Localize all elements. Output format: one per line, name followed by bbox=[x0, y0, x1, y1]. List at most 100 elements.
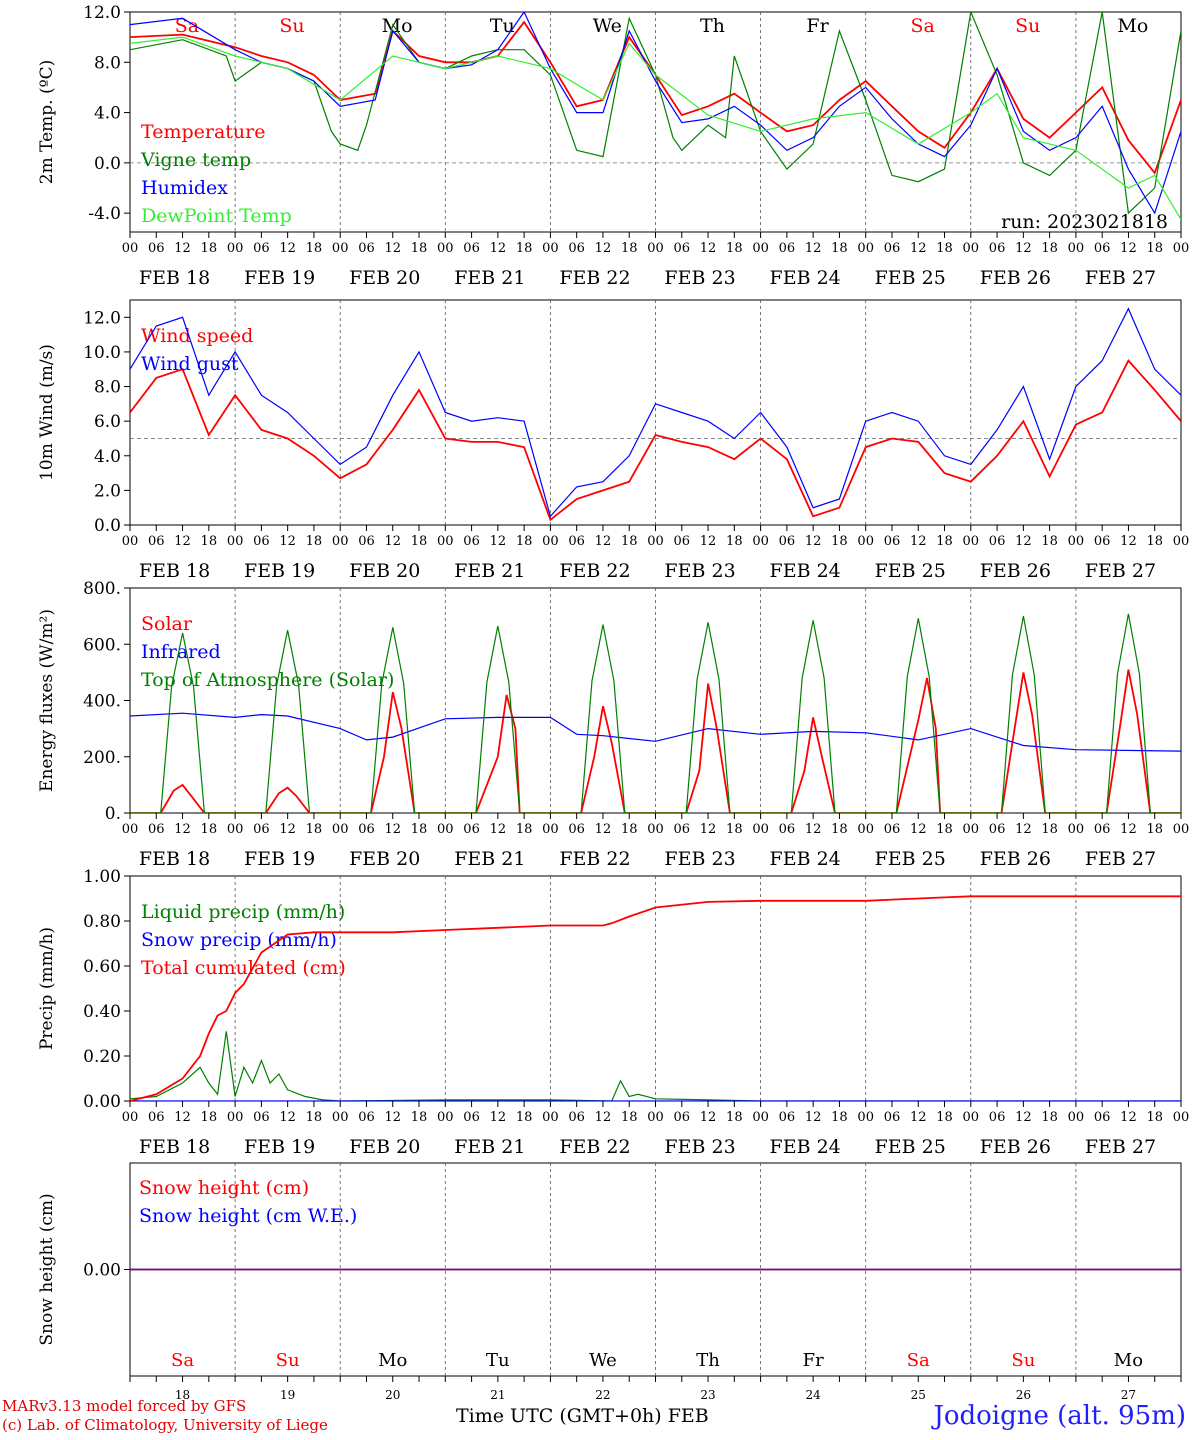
legend-entry: Snow height (cm) bbox=[139, 1177, 309, 1199]
weekday-label: Su bbox=[1011, 1350, 1035, 1371]
hour-tick-label: 18 bbox=[1146, 241, 1163, 256]
hour-tick-label: 18 bbox=[621, 534, 638, 549]
panel-5: 0.00 Snow height (cm) Sa 18 Su 19 Mo 20 Tu 21 We 22… bbox=[37, 1162, 1182, 1402]
hour-tick-label: 00 bbox=[542, 822, 559, 837]
hour-tick-label: 12 bbox=[279, 822, 296, 837]
hour-tick-label: 12 bbox=[595, 241, 612, 256]
hour-tick-label: 12 bbox=[595, 1110, 612, 1125]
hour-tick-label: 12 bbox=[384, 534, 401, 549]
date-label: FEB 26 bbox=[980, 560, 1051, 582]
legend-entry: DewPoint Temp bbox=[141, 205, 292, 227]
hour-tick-label: 18 bbox=[621, 822, 638, 837]
hour-tick-label: 12 bbox=[490, 1110, 507, 1125]
hour-tick-label: 12 bbox=[384, 1110, 401, 1125]
hour-tick-label: 06 bbox=[1094, 822, 1111, 837]
day-number-label: 25 bbox=[911, 1388, 926, 1402]
weekday-label: Su bbox=[276, 1350, 300, 1371]
hour-tick-label: 18 bbox=[516, 534, 533, 549]
date-label: FEB 18 bbox=[139, 560, 210, 582]
hour-tick-label: 00 bbox=[963, 822, 980, 837]
date-label: FEB 22 bbox=[559, 1136, 630, 1158]
hour-tick-label: 12 bbox=[1015, 822, 1032, 837]
hour-tick-label: 18 bbox=[411, 241, 428, 256]
legend-entry: Wind gust bbox=[141, 353, 239, 375]
hour-tick-label: 18 bbox=[726, 241, 743, 256]
hour-tick-label: 18 bbox=[936, 822, 953, 837]
weekday-label: Fr bbox=[806, 15, 829, 37]
hour-tick-label: 18 bbox=[831, 241, 848, 256]
hour-tick-label: 12 bbox=[1120, 534, 1137, 549]
hour-tick-label: 00 bbox=[227, 241, 244, 256]
series-line-3 bbox=[130, 895, 1181, 1101]
hour-tick-label: 06 bbox=[148, 534, 165, 549]
series-line-3 bbox=[130, 613, 1181, 813]
hour-tick-label: 06 bbox=[358, 822, 375, 837]
hour-tick-label: 06 bbox=[148, 241, 165, 256]
hour-tick-label: 06 bbox=[253, 1110, 270, 1125]
hour-tick-label: 00 bbox=[227, 1110, 244, 1125]
day-number-label: 22 bbox=[595, 1388, 610, 1402]
date-label: FEB 26 bbox=[980, 267, 1051, 289]
hour-tick-label: 18 bbox=[1041, 241, 1058, 256]
date-label: FEB 27 bbox=[1085, 1136, 1156, 1158]
series-line-2 bbox=[130, 712, 1181, 752]
hour-tick-label: 00 bbox=[1173, 534, 1190, 549]
weekday-label: Fr bbox=[803, 1350, 824, 1371]
weekday-label: Mo bbox=[382, 15, 413, 37]
hour-tick-label: 12 bbox=[910, 534, 927, 549]
hour-tick-label: 06 bbox=[674, 241, 691, 256]
hour-tick-label: 06 bbox=[568, 1110, 585, 1125]
date-label: FEB 19 bbox=[244, 267, 315, 289]
date-label: FEB 19 bbox=[244, 1136, 315, 1158]
hour-tick-label: 00 bbox=[857, 534, 874, 549]
hour-tick-label: 06 bbox=[568, 822, 585, 837]
hour-tick-label: 06 bbox=[674, 822, 691, 837]
hour-tick-label: 00 bbox=[332, 241, 349, 256]
y-tick-label: 12.0 bbox=[83, 3, 121, 23]
date-label: FEB 22 bbox=[559, 560, 630, 582]
date-label: FEB 25 bbox=[875, 848, 946, 870]
series-line-1 bbox=[130, 359, 1181, 522]
legend-entry: Wind speed bbox=[141, 325, 253, 347]
panel-2: 12.0 10.0 8.0 6.0 4.0 2.0 0.0 10m Wind (m/s) 00 0… bbox=[37, 299, 1190, 582]
hour-tick-label: 00 bbox=[1068, 822, 1085, 837]
hour-tick-label: 00 bbox=[647, 241, 664, 256]
date-label: FEB 24 bbox=[770, 1136, 841, 1158]
hour-tick-label: 00 bbox=[752, 822, 769, 837]
day-number-label: 19 bbox=[280, 1388, 295, 1402]
hour-tick-label: 12 bbox=[805, 822, 822, 837]
hour-tick-label: 06 bbox=[989, 241, 1006, 256]
hour-tick-label: 18 bbox=[621, 241, 638, 256]
hour-tick-label: 06 bbox=[674, 534, 691, 549]
y-tick-label: 4.0 bbox=[94, 104, 121, 124]
weekday-label: Su bbox=[1015, 15, 1040, 37]
hour-tick-label: 18 bbox=[1146, 534, 1163, 549]
hour-tick-label: 06 bbox=[779, 822, 796, 837]
hour-tick-label: 06 bbox=[884, 1110, 901, 1125]
weekday-label: Sa bbox=[907, 1350, 930, 1371]
date-label: FEB 24 bbox=[770, 848, 841, 870]
weekday-label: We bbox=[593, 15, 622, 37]
weekday-label: Sa bbox=[910, 15, 934, 37]
hour-tick-label: 12 bbox=[805, 1110, 822, 1125]
panel-frame bbox=[129, 587, 1182, 814]
hour-tick-label: 18 bbox=[726, 534, 743, 549]
hour-tick-label: 00 bbox=[857, 241, 874, 256]
date-label: FEB 25 bbox=[875, 267, 946, 289]
hour-tick-label: 12 bbox=[595, 822, 612, 837]
hour-tick-label: 12 bbox=[910, 241, 927, 256]
date-label: FEB 18 bbox=[139, 848, 210, 870]
hour-tick-label: 12 bbox=[490, 822, 507, 837]
hour-tick-label: 00 bbox=[332, 822, 349, 837]
date-label: FEB 21 bbox=[454, 267, 525, 289]
date-label: FEB 18 bbox=[139, 1136, 210, 1158]
y-axis-label: Energy fluxes (W/m²) bbox=[37, 609, 57, 792]
day-number-label: 24 bbox=[806, 1388, 822, 1402]
date-label: FEB 22 bbox=[559, 267, 630, 289]
date-label: FEB 21 bbox=[454, 560, 525, 582]
panel-1: 12.0 8.0 4.0 0.0 -4.0 2m Temp. (ºC) 00 06 12 18 FE… bbox=[37, 3, 1189, 289]
hour-tick-label: 00 bbox=[647, 822, 664, 837]
hour-tick-label: 06 bbox=[148, 822, 165, 837]
hour-tick-label: 06 bbox=[884, 534, 901, 549]
hour-tick-label: 00 bbox=[122, 534, 139, 549]
